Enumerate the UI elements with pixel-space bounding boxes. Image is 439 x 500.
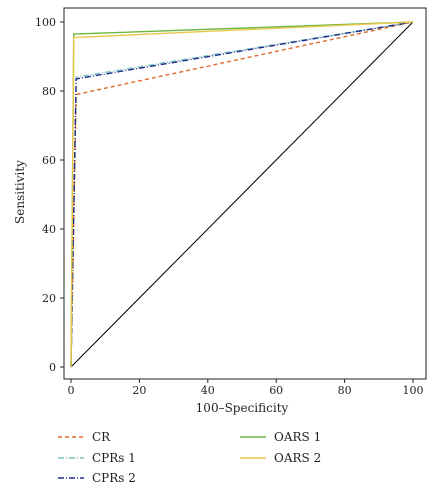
x-ticks: 0 20 40 60 80 100 — [68, 379, 424, 397]
legend: CR CPRs 1 CPRs 2 OARS 1 OARS 2 — [58, 430, 321, 485]
legend-label: OARS 2 — [274, 451, 321, 465]
y-tick-label: 20 — [42, 292, 56, 305]
y-axis-title: Sensitivity — [13, 160, 27, 224]
reference-line-layer — [70, 21, 414, 368]
legend-label: CR — [92, 430, 111, 444]
y-tick-label: 80 — [42, 85, 56, 98]
y-tick-label: 100 — [35, 16, 56, 29]
y-ticks: 0 20 40 60 80 100 — [35, 16, 64, 374]
reference-diagonal-line — [70, 21, 414, 368]
series-line-oars-2 — [70, 21, 414, 368]
y-tick-label: 0 — [49, 361, 56, 374]
y-tick-label: 40 — [42, 223, 56, 236]
x-tick-label: 20 — [132, 384, 146, 397]
y-tick-label: 60 — [42, 154, 56, 167]
x-axis-title: 100–Specificity — [196, 401, 289, 415]
series-layer — [70, 21, 414, 368]
x-tick-label: 0 — [68, 384, 75, 397]
x-tick-label: 40 — [201, 384, 215, 397]
legend-label: CPRs 1 — [92, 451, 136, 465]
legend-label: CPRs 2 — [92, 471, 136, 485]
plot-area — [63, 7, 427, 380]
legend-label: OARS 1 — [274, 430, 321, 444]
x-tick-label: 60 — [269, 384, 283, 397]
x-tick-label: 100 — [403, 384, 424, 397]
series-line-cprs-2 — [70, 21, 414, 368]
x-tick-label: 80 — [338, 384, 352, 397]
